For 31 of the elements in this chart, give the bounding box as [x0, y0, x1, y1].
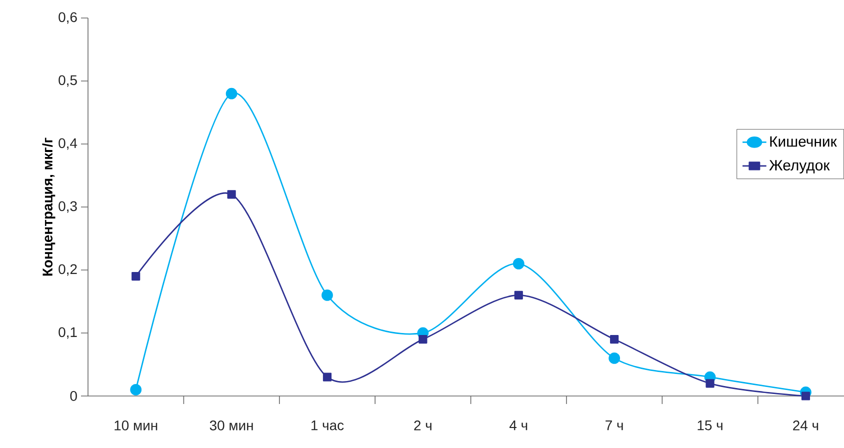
point [418, 335, 428, 344]
x-tick-label: 1 час [311, 420, 344, 430]
x-tick-label: 10 мин [114, 420, 158, 430]
y-tick-label: 0,5 [58, 75, 77, 87]
point [132, 272, 140, 281]
x-tick-label: 24 ч [793, 420, 818, 430]
point [706, 379, 714, 388]
point [130, 384, 142, 396]
point [610, 335, 619, 344]
y-tick-label: 0 [70, 391, 77, 401]
point [512, 258, 524, 270]
x-tick-label: 15 ч [698, 420, 722, 430]
y-axis-title: Концентрация, мкг/г [42, 138, 56, 276]
y-tick-label: 0,6 [58, 12, 77, 24]
point [227, 190, 236, 199]
y-tick-label: 0,4 [58, 138, 78, 150]
x-tick-label: 30 мин [210, 420, 253, 430]
legend-label: Желудок [769, 160, 830, 174]
y-tick-label: 0,1 [58, 327, 77, 339]
point [322, 290, 333, 301]
y-tick-label: 0,3 [58, 201, 77, 213]
point [226, 88, 238, 100]
x-tick-label: 7 ч [606, 420, 623, 430]
point [801, 392, 810, 400]
x-tick-label: 2 ч [414, 420, 432, 430]
point [322, 372, 332, 382]
y-tick-label: 0,2 [58, 264, 77, 276]
legend-label: Кишечник [770, 136, 837, 147]
point [608, 352, 620, 364]
x-tick-label: 4 ч [509, 420, 528, 430]
point [514, 290, 523, 300]
